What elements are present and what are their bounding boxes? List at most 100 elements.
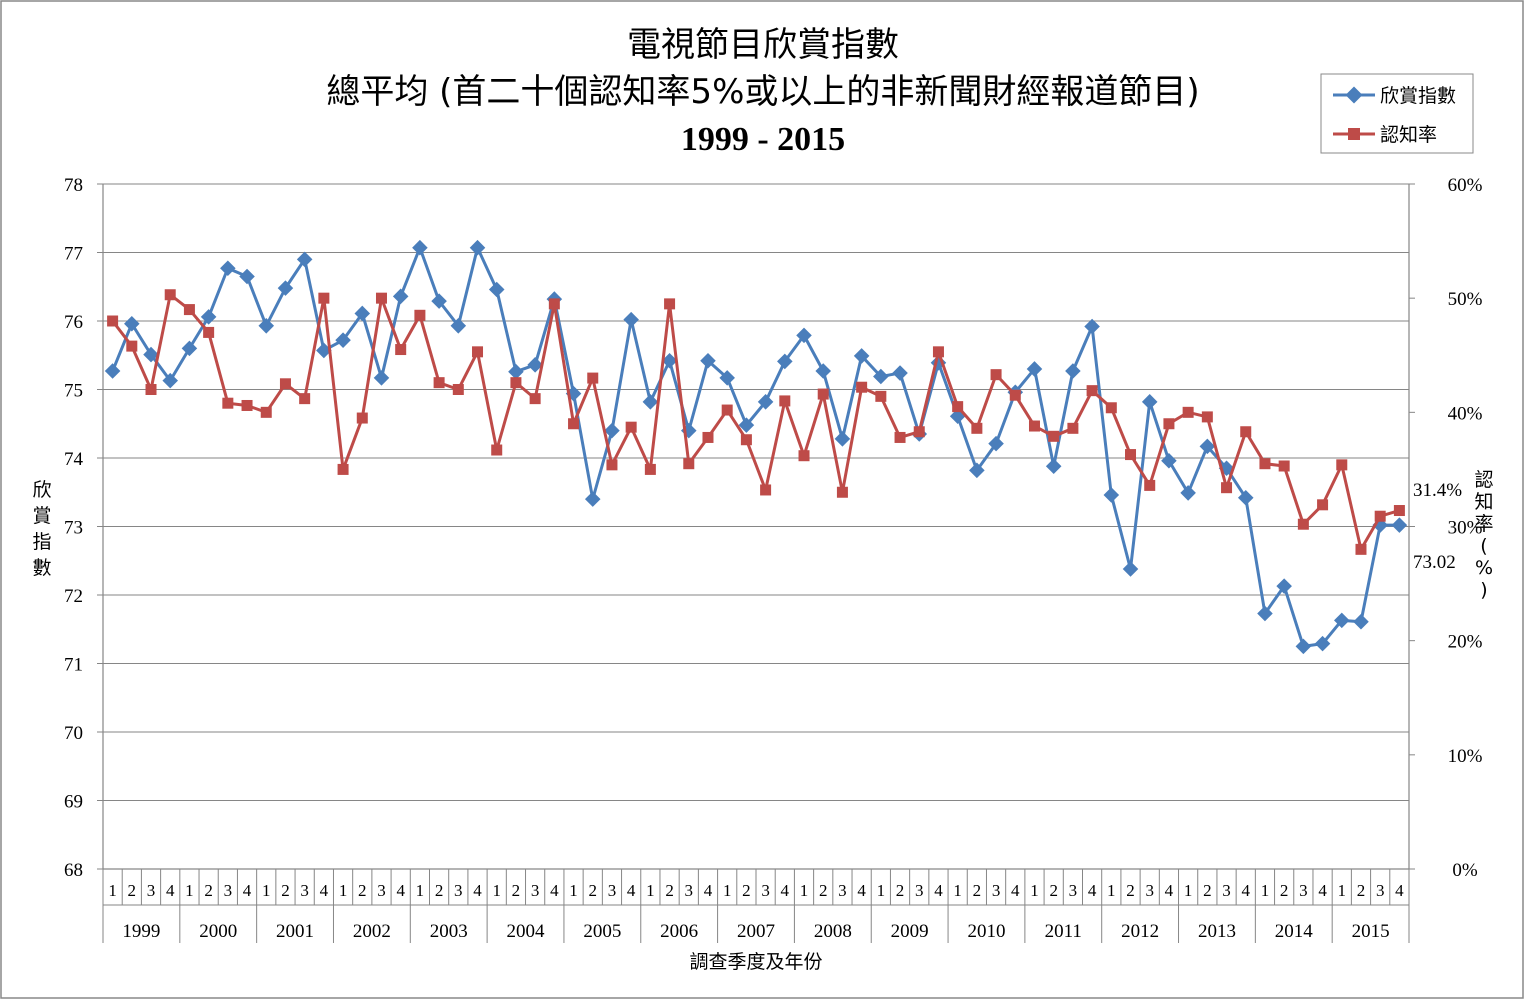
data-point-diamond — [1314, 635, 1331, 652]
quarter-label: 4 — [166, 881, 175, 900]
data-point-diamond — [1237, 489, 1254, 506]
quarter-label: 2 — [1357, 881, 1366, 900]
data-point-square — [433, 377, 445, 389]
data-point-square — [1374, 510, 1386, 522]
data-point-square — [952, 401, 964, 413]
quarter-label: 3 — [761, 881, 770, 900]
quarter-label: 2 — [973, 881, 982, 900]
data-point-square — [548, 298, 560, 310]
data-point-square — [203, 326, 215, 338]
data-point-square — [702, 431, 714, 443]
y2-axis-title-char: 認 — [1474, 469, 1493, 491]
quarter-label: 1 — [800, 881, 809, 900]
chart-title: 電視節目欣賞指數 — [627, 25, 899, 65]
quarter-label: 4 — [396, 881, 405, 900]
data-point-square — [529, 393, 541, 405]
quarter-label: 1 — [723, 881, 732, 900]
data-point-square — [1048, 430, 1060, 442]
quarter-label: 1 — [1261, 881, 1270, 900]
data-point-square — [817, 388, 829, 400]
data-point-square — [1317, 499, 1329, 511]
data-point-diamond — [1180, 485, 1196, 501]
data-point-square — [299, 393, 311, 405]
quarter-label: 1 — [262, 881, 271, 900]
year-label: 2013 — [1198, 921, 1236, 942]
data-point-square — [375, 292, 387, 304]
y2-tick-label: 40% — [1448, 403, 1483, 424]
y-axis-title-char: 欣 — [32, 479, 51, 501]
quarter-label: 1 — [1184, 881, 1193, 900]
data-point-square — [491, 444, 503, 456]
data-point-diamond — [239, 268, 255, 285]
y-axis-title-char: 數 — [32, 557, 51, 579]
data-point-square — [760, 484, 772, 496]
quarter-label: 2 — [1203, 881, 1212, 900]
y2-axis-title-char: 率 — [1474, 513, 1493, 535]
quarter-label: 3 — [992, 881, 1001, 900]
quarter-label: 3 — [531, 881, 540, 900]
data-point-diamond — [412, 239, 428, 256]
y-tick-label: 68 — [64, 860, 83, 881]
data-point-diamond — [1161, 452, 1177, 469]
data-point-square — [1259, 458, 1271, 470]
data-point-square — [1336, 459, 1348, 471]
data-point-square — [971, 422, 983, 434]
y-tick-label: 70 — [64, 723, 83, 744]
data-point-square — [1067, 422, 1079, 434]
right-axis-title: 認知率(%) — [1474, 469, 1493, 601]
data-point-diamond — [143, 346, 159, 363]
data-point-diamond — [1257, 605, 1273, 622]
y2-tick-label: 30% — [1448, 518, 1483, 539]
quarter-label: 1 — [646, 881, 655, 900]
y-tick-label: 72 — [64, 586, 83, 607]
year-label: 2001 — [276, 921, 314, 942]
data-point-square — [279, 378, 291, 390]
data-point-square — [913, 426, 925, 438]
data-point-square — [990, 369, 1002, 381]
data-point-diamond — [1353, 613, 1369, 630]
y-tick-label: 69 — [64, 792, 83, 813]
awareness-last-label: 31.4% — [1413, 480, 1462, 501]
quarter-label: 3 — [454, 881, 463, 900]
series-awareness — [107, 289, 1405, 555]
quarter-label: 3 — [1376, 881, 1385, 900]
data-point-square — [1163, 418, 1175, 430]
quarter-label: 3 — [147, 881, 156, 900]
quarter-label: 1 — [339, 881, 348, 900]
quarter-label: 4 — [1242, 881, 1251, 900]
year-label: 2000 — [199, 921, 237, 942]
year-label: 2008 — [814, 921, 852, 942]
quarter-label: 2 — [665, 881, 674, 900]
y2-tick-label: 50% — [1448, 289, 1483, 310]
year-label: 2011 — [1045, 921, 1082, 942]
data-point-diamond — [1026, 361, 1043, 377]
data-point-square — [164, 289, 176, 301]
quarter-label: 3 — [300, 881, 309, 900]
quarter-label: 4 — [1088, 881, 1097, 900]
quarter-label: 3 — [1222, 881, 1231, 900]
quarter-label: 3 — [1299, 881, 1308, 900]
quarter-label: 4 — [1318, 881, 1327, 900]
data-point-diamond — [200, 309, 217, 325]
quarter-label: 4 — [934, 881, 943, 900]
quarter-label: 2 — [896, 881, 905, 900]
quarter-label: 1 — [1030, 881, 1039, 900]
quarter-label: 4 — [627, 881, 636, 900]
chart-period: 1999 - 2015 — [681, 121, 845, 158]
quarter-label: 4 — [550, 881, 559, 900]
quarter-label: 1 — [953, 881, 962, 900]
year-label: 2003 — [430, 921, 468, 942]
data-point-square — [894, 431, 906, 443]
quarter-label: 4 — [781, 881, 790, 900]
data-point-square — [318, 292, 330, 304]
quarter-label: 2 — [358, 881, 367, 900]
y-tick-label: 74 — [64, 449, 84, 470]
quarter-label: 3 — [1145, 881, 1154, 900]
y-axis-title-char: 賞 — [32, 505, 51, 527]
data-point-square — [875, 390, 887, 402]
quarter-label: 2 — [281, 881, 290, 900]
data-point-square — [1278, 460, 1290, 472]
data-point-square — [587, 372, 599, 384]
quarter-label: 4 — [1165, 881, 1174, 900]
